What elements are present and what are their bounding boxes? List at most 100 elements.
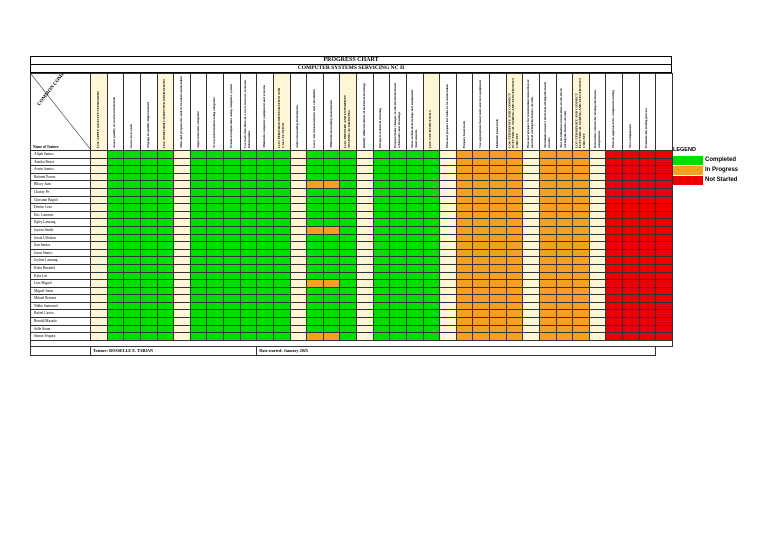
status-cell <box>289 203 308 212</box>
status-cell <box>339 210 357 220</box>
status-cell <box>306 241 324 250</box>
status-cell <box>572 309 590 319</box>
status-cell <box>655 248 673 258</box>
status-cell <box>173 233 191 243</box>
status-cell <box>322 187 341 197</box>
status-cell <box>472 294 490 303</box>
status-cell <box>289 210 308 220</box>
status-cell <box>605 309 623 319</box>
status-cell <box>472 210 490 220</box>
status-cell <box>538 195 557 205</box>
status-cell <box>173 180 191 189</box>
column-header-1: LO1: APPLY QUALITY STANDARDS <box>90 73 108 151</box>
status-cell <box>489 263 507 273</box>
column-header-label: Use appropriate hand tools and test equi… <box>478 80 483 148</box>
trainee-name: 11Jayson Smith <box>30 225 91 235</box>
status-cell <box>655 172 673 182</box>
status-cell <box>322 324 341 334</box>
status-cell <box>555 332 574 341</box>
column-header-label: LO6: TERMINATE AND CONNECT ELECTRICAL WI… <box>507 77 520 148</box>
status-cell <box>555 256 574 265</box>
status-cell <box>655 309 673 319</box>
status-cell <box>189 233 208 243</box>
status-cell <box>655 279 673 288</box>
status-cell <box>256 279 274 288</box>
status-cell <box>655 324 673 334</box>
trainee-name-text: Nikko Santomol <box>34 303 58 308</box>
status-cell <box>90 210 108 220</box>
status-cell <box>90 324 108 334</box>
status-cell <box>439 263 457 273</box>
status-cell <box>156 233 175 243</box>
trainee-name: 24Selle Sioan <box>30 324 91 334</box>
status-cell <box>372 317 391 326</box>
status-cell <box>638 294 657 303</box>
column-header-17: Identify different kinds of technical dr… <box>356 73 374 151</box>
status-cell <box>322 248 341 258</box>
status-cell <box>156 332 175 341</box>
status-cell <box>472 301 490 311</box>
status-cell <box>156 203 175 212</box>
status-cell <box>472 187 490 197</box>
status-cell <box>322 263 341 273</box>
status-cell <box>256 271 274 281</box>
status-cell <box>405 187 424 197</box>
status-cell <box>90 203 108 212</box>
trainee-name-text: Simon Vergara <box>34 334 56 339</box>
status-cell <box>239 187 258 197</box>
status-cell <box>189 157 208 167</box>
status-cell <box>505 279 524 288</box>
legend-swatch-not-started <box>673 175 703 185</box>
column-header-label: Assess own work <box>129 123 134 149</box>
status-cell <box>356 271 374 281</box>
status-cell <box>139 180 158 189</box>
status-cell <box>256 187 274 197</box>
status-cell <box>339 225 357 235</box>
status-cell <box>372 210 391 220</box>
status-cell <box>588 203 607 212</box>
status-cell <box>572 301 590 311</box>
status-cell <box>638 195 657 205</box>
status-cell <box>123 210 141 220</box>
column-header-29: Test termination/connections of electric… <box>555 73 574 151</box>
status-cell <box>489 218 507 227</box>
status-cell <box>538 218 557 227</box>
status-cell <box>239 210 258 220</box>
status-cell <box>289 218 308 227</box>
status-cell <box>306 172 324 182</box>
status-cell <box>489 195 507 205</box>
status-cell <box>605 172 623 182</box>
status-cell <box>139 301 158 311</box>
trainee-name-text: Denise Cruz <box>34 205 52 210</box>
date-started-label: Date started: January 2025 <box>256 345 657 356</box>
column-header-label: Plan an approach for component testing <box>611 90 616 148</box>
status-cell <box>356 233 374 243</box>
status-cell <box>622 165 640 174</box>
status-cell <box>173 210 191 220</box>
status-cell <box>572 324 590 334</box>
status-cell <box>505 241 524 250</box>
status-cell <box>505 286 524 296</box>
status-cell <box>123 309 141 319</box>
status-cell <box>439 279 457 288</box>
status-cell <box>289 157 308 167</box>
status-cell <box>189 187 208 197</box>
status-cell <box>139 203 158 212</box>
status-cell <box>156 294 175 303</box>
status-cell <box>123 332 141 341</box>
status-cell <box>389 187 407 197</box>
column-header-26: LO6: TERMINATE AND CONNECT ELECTRICAL WI… <box>505 73 524 151</box>
status-cell <box>206 218 224 227</box>
status-cell <box>538 294 557 303</box>
status-cell <box>572 165 590 174</box>
status-cell <box>455 256 474 265</box>
trainee-name: 7Christian Bagiol <box>30 195 91 205</box>
status-cell <box>306 180 324 189</box>
status-cell <box>272 332 291 341</box>
status-cell <box>638 241 657 250</box>
status-cell <box>239 279 258 288</box>
legend-label-completed: Completed <box>705 157 737 163</box>
status-cell <box>455 263 474 273</box>
status-cell <box>306 256 324 265</box>
status-cell <box>256 172 274 182</box>
